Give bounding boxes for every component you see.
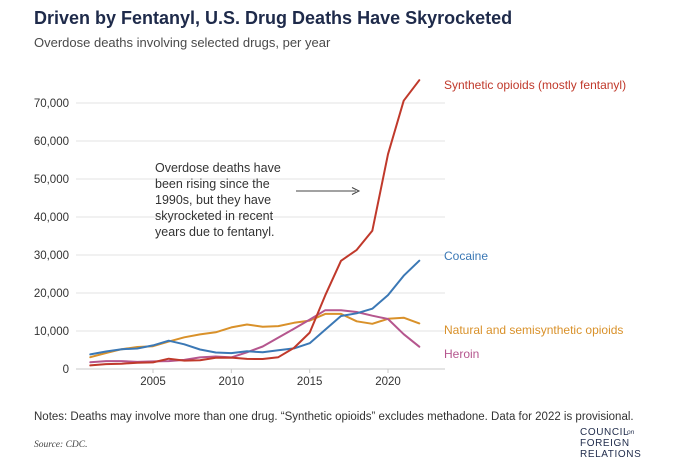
y-tick-label: 40,000	[34, 212, 69, 224]
series-line-heroin	[89, 309, 421, 364]
logo-line-foreign: FOREIGN	[580, 438, 630, 449]
annotation-line: skyrocketed in recent	[155, 209, 274, 223]
source-text: Source: CDC.	[34, 440, 88, 450]
y-tick-label: 50,000	[34, 174, 69, 186]
series-label: Synthetic opioids (mostly fentanyl)	[444, 78, 626, 92]
chart-subtitle: Overdose deaths involving selected drugs…	[34, 35, 331, 50]
series-label: Heroin	[444, 347, 479, 361]
grid-lines	[76, 102, 445, 370]
x-tick-label: 2020	[375, 376, 401, 388]
x-tick-label: 2015	[297, 376, 323, 388]
y-tick-label: 10,000	[34, 326, 69, 338]
y-tick-label: 60,000	[34, 136, 69, 148]
x-axis-tick-labels: 2005 2010 2015 2020	[140, 369, 401, 388]
series-line-natural-and-semisynthetic-opioids	[89, 312, 421, 359]
annotation-line: Overdose deaths have	[155, 161, 281, 175]
annotation-line: years due to fentanyl.	[155, 225, 275, 239]
annotation-line: been rising since the	[155, 177, 270, 191]
series-line-cocaine	[89, 259, 421, 356]
cfr-logo: COUNCIL on FOREIGN RELATIONS	[580, 427, 641, 460]
logo-line-council: COUNCIL	[580, 427, 630, 438]
annotation-line: 1990s, but they have	[155, 193, 271, 207]
series-labels: Synthetic opioids (mostly fentanyl) Cocai…	[444, 78, 626, 361]
y-tick-label: 70,000	[34, 98, 69, 110]
y-axis-tick-labels: 0 10,000 20,000 30,000 40,000 50,000 60,000 70,…	[34, 98, 69, 376]
y-tick-label: 30,000	[34, 250, 69, 262]
annotation: Overdose deaths have been rising since th…	[155, 161, 361, 239]
y-tick-label: 20,000	[34, 288, 69, 300]
series-line-synthetic-opioids-mostly-fentanyl	[89, 79, 421, 367]
logo-line-relations: RELATIONS	[580, 449, 642, 460]
x-tick-label: 2005	[140, 376, 166, 388]
chart-title: Driven by Fentanyl, U.S. Drug Deaths Hav…	[34, 8, 513, 28]
y-tick-label: 0	[63, 364, 69, 376]
notes-text: Notes: Deaths may involve more than one …	[34, 411, 634, 423]
line-chart: 0 10,000 20,000 30,000 40,000 50,000 60,000 70,…	[34, 78, 626, 388]
series-label: Natural and semisynthetic opioids	[444, 323, 623, 337]
series-lines	[89, 79, 421, 367]
series-label: Cocaine	[444, 249, 488, 263]
x-tick-label: 2010	[219, 376, 245, 388]
logo-line-on: on	[627, 429, 635, 436]
annotation-arrow-head	[351, 187, 361, 195]
